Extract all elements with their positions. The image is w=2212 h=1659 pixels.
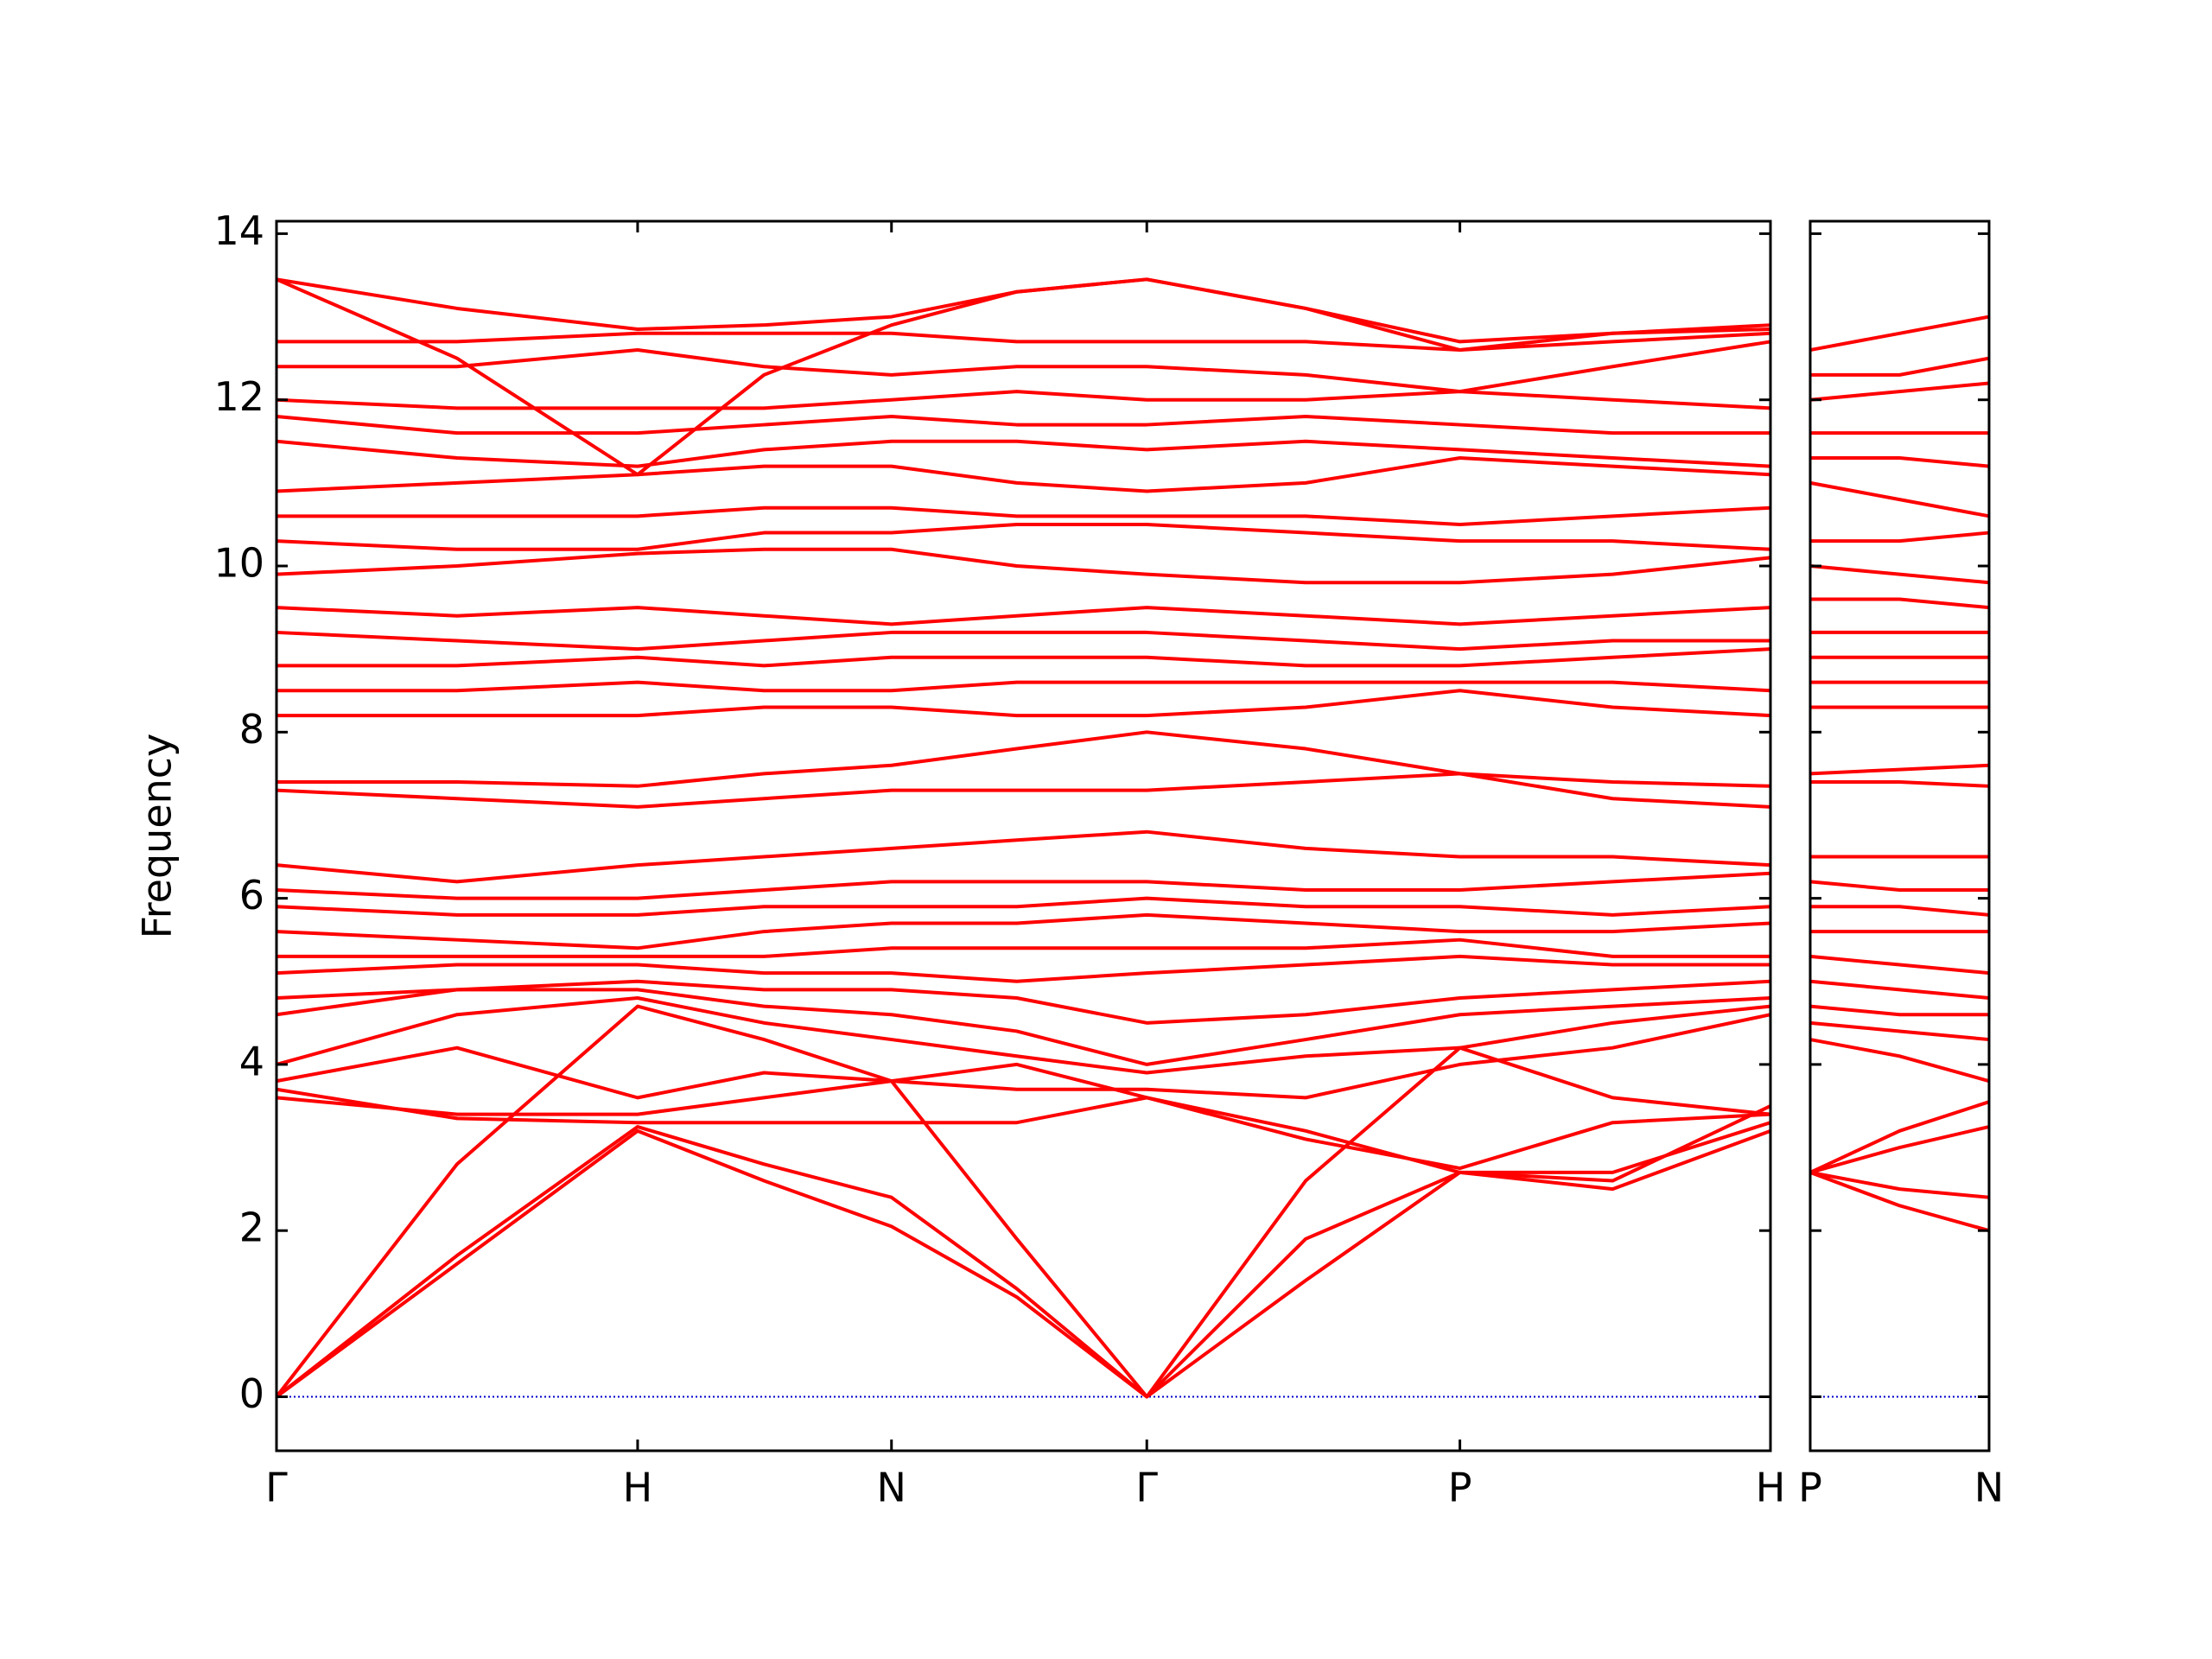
band-line xyxy=(276,331,1771,353)
band-line xyxy=(276,680,1771,693)
band-line xyxy=(1809,1100,1990,1174)
band-line xyxy=(276,439,1771,468)
y-tick-label: 6 xyxy=(239,872,264,918)
x-tick-label: H xyxy=(1756,1465,1786,1511)
band-line xyxy=(276,1013,1771,1100)
band-line xyxy=(1809,1038,1990,1084)
band-line xyxy=(276,730,1771,788)
band-line xyxy=(1810,456,1990,468)
band-line xyxy=(276,547,1771,585)
band-line xyxy=(276,1087,1771,1171)
band-line xyxy=(1809,1171,1990,1233)
band-line xyxy=(1809,880,1989,892)
band-line xyxy=(275,1121,1771,1399)
band-line xyxy=(276,414,1770,435)
band-line xyxy=(276,979,1771,1025)
band-line xyxy=(276,505,1771,526)
band-line xyxy=(1810,356,1990,377)
x-tick-label: P xyxy=(1448,1465,1472,1511)
band-line xyxy=(1809,979,1990,1000)
y-tick-label: 4 xyxy=(239,1038,264,1084)
band-line xyxy=(276,390,1771,410)
band-line xyxy=(1810,531,1990,543)
band-line xyxy=(1810,597,1990,610)
x-tick-label: H xyxy=(623,1465,653,1511)
band-line xyxy=(276,871,1771,900)
band-line xyxy=(1809,763,1990,776)
band-line xyxy=(276,896,1771,917)
band-line xyxy=(1810,780,1990,788)
band-line xyxy=(1809,564,1990,585)
x-tick-label: Γ xyxy=(265,1465,288,1511)
band-line xyxy=(276,988,1771,1066)
band-line xyxy=(1809,1020,1990,1042)
band-line xyxy=(275,1128,1771,1399)
y-tick-label: 12 xyxy=(213,373,264,420)
band-line xyxy=(276,647,1771,668)
band-line xyxy=(276,995,1771,1075)
y-tick-label: 8 xyxy=(239,706,264,753)
y-tick-label: 2 xyxy=(239,1205,264,1251)
y-axis-label: Frequency xyxy=(134,734,181,939)
x-tick-label: N xyxy=(877,1465,906,1511)
band-line xyxy=(1809,954,1990,976)
band-line xyxy=(276,912,1771,950)
x-tick-label: P xyxy=(1798,1465,1822,1511)
band-line xyxy=(276,1062,1771,1183)
band-line xyxy=(1809,480,1990,518)
band-line xyxy=(276,630,1770,652)
y-tick-label: 10 xyxy=(213,540,264,587)
band-line xyxy=(276,689,1771,718)
band-line xyxy=(276,954,1770,983)
band-line xyxy=(1809,315,1990,352)
x-tick-label: N xyxy=(1974,1465,2004,1511)
band-line xyxy=(1809,381,1990,402)
band-line xyxy=(1809,1004,1989,1017)
band-line xyxy=(276,522,1771,551)
band-line xyxy=(276,456,1771,493)
band-line xyxy=(276,938,1770,958)
band-line xyxy=(276,772,1771,809)
plot-frame xyxy=(1808,219,1991,1452)
band-line xyxy=(276,606,1771,626)
band-line xyxy=(275,1004,1771,1399)
x-tick-label: Γ xyxy=(1135,1465,1158,1511)
band-line xyxy=(276,340,1771,394)
plot-frame xyxy=(275,219,1772,1452)
y-tick-label: 0 xyxy=(239,1370,264,1417)
band-line xyxy=(276,830,1771,884)
band-line xyxy=(276,277,1771,344)
band-line xyxy=(1809,1170,1990,1199)
band-line xyxy=(1810,905,1990,917)
y-tick-label: 14 xyxy=(213,207,264,254)
band-line xyxy=(1809,1125,1990,1174)
